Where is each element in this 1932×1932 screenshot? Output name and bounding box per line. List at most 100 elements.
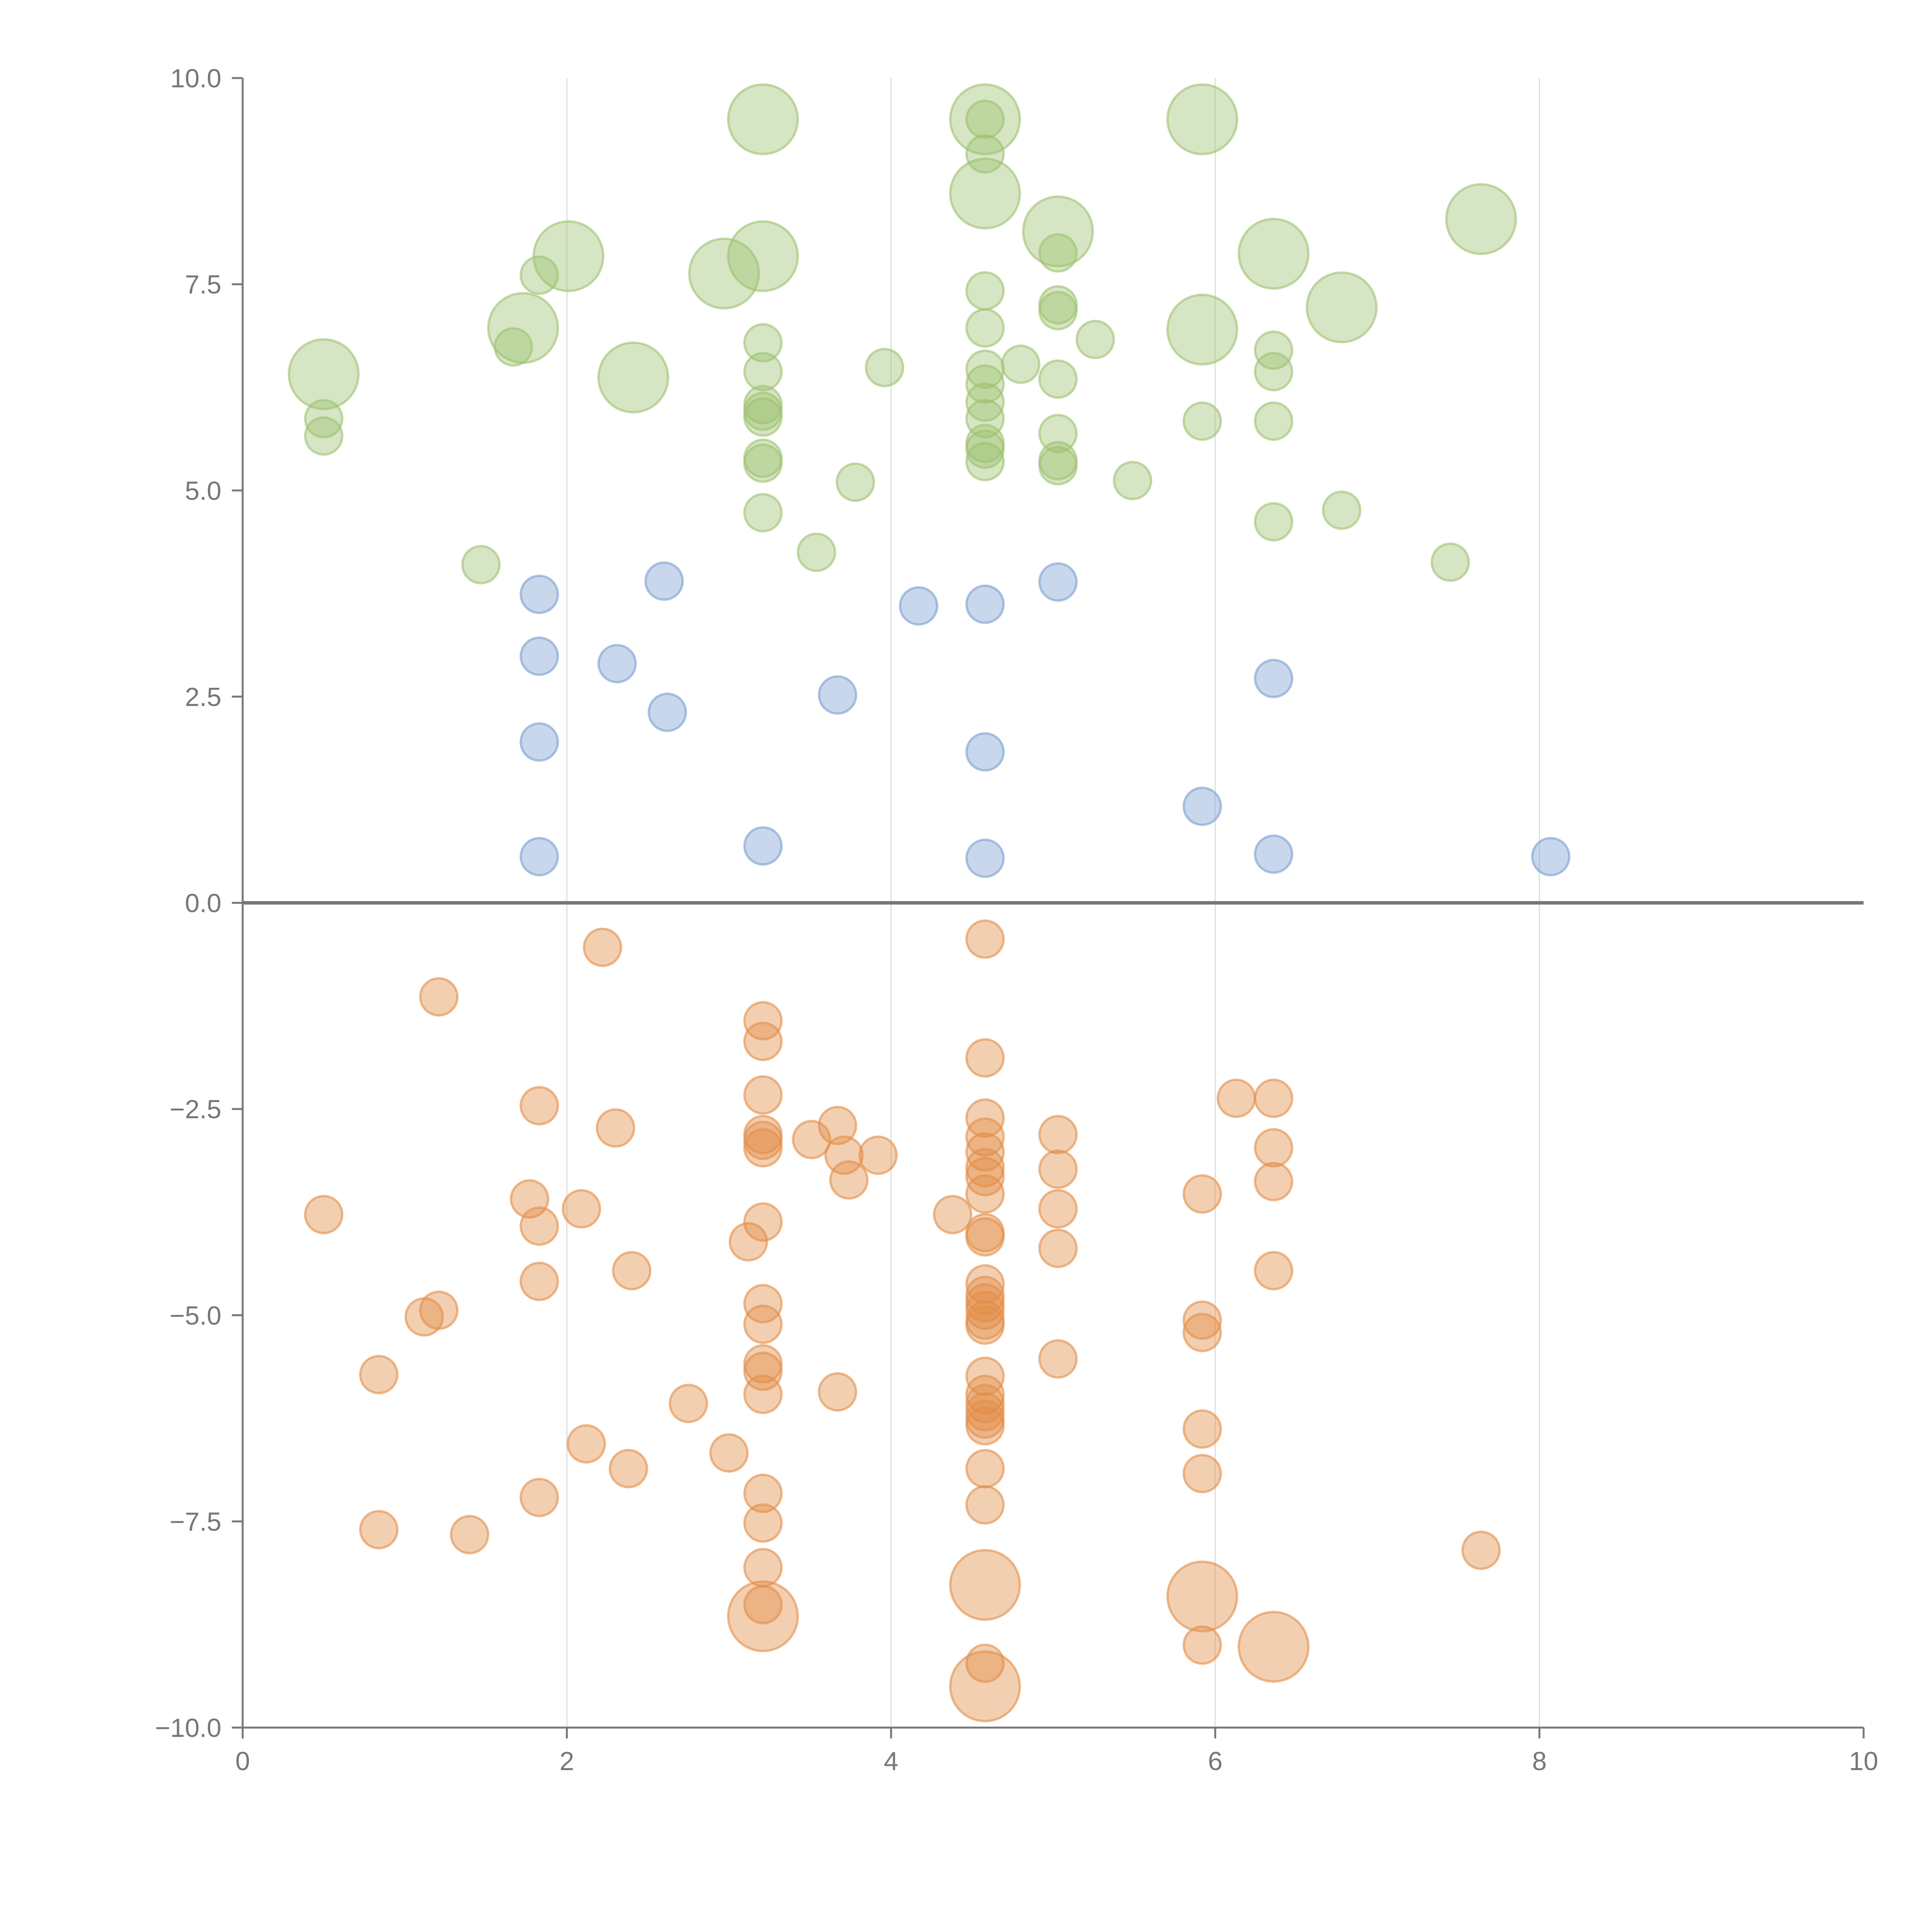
orange-data-point [743, 1351, 783, 1391]
blue-data-point [743, 826, 783, 866]
ticks: 0 2 4 6 8 10 10.0 7.5 5.0 2.5 0.0 −2.5 −5.0 −7.5 −10.0 [155, 64, 1878, 1776]
blue-data-point [519, 575, 559, 614]
green-data-point [965, 429, 1005, 469]
orange-data-point [743, 1075, 783, 1115]
green-data-point [743, 443, 783, 483]
orange-data-point [743, 1503, 783, 1543]
orange-data-point [949, 1549, 1021, 1621]
blue-data-point [1182, 786, 1222, 826]
green-data-point [493, 327, 533, 367]
orange-data-point [419, 1290, 459, 1330]
green-data-point [965, 382, 1005, 422]
x-tick-label: 6 [1208, 1747, 1223, 1776]
green-data-point [1322, 490, 1362, 530]
orange-data-point [743, 1473, 783, 1513]
green-data-point [1166, 294, 1238, 366]
orange-data-point [1461, 1531, 1501, 1570]
y-tick-label: −2.5 [170, 1095, 221, 1124]
orange-data-point [743, 1374, 783, 1414]
orange-data-point [519, 1262, 559, 1301]
orange-data-point [668, 1384, 708, 1423]
orange-data-point [1038, 1339, 1078, 1379]
x-tick-label: 8 [1532, 1747, 1547, 1776]
orange-data-point [743, 1022, 783, 1061]
green-data-point [1038, 413, 1078, 453]
green-data-point [727, 83, 799, 155]
green-data-point [965, 308, 1005, 348]
orange-data-point [965, 1174, 1005, 1214]
orange-data-point [1254, 1251, 1294, 1291]
green-data-point [797, 532, 837, 572]
green-data-point [532, 220, 605, 293]
green-data-point [1182, 401, 1222, 441]
orange-data-point [743, 1001, 783, 1041]
green-data-point [743, 352, 783, 391]
orange-data-point [743, 1304, 783, 1344]
orange-data-point [1182, 1454, 1222, 1493]
green-data-point [727, 220, 799, 293]
y-tick-label: 5.0 [185, 476, 221, 505]
blue-data-point [1254, 658, 1294, 698]
green-data-point [1445, 183, 1517, 255]
blue-data-point [648, 692, 687, 732]
y-tick-label: −5.0 [170, 1301, 221, 1330]
x-tick-label: 2 [560, 1747, 574, 1776]
blue-data-point [965, 584, 1005, 624]
orange-data-point [965, 1305, 1005, 1345]
green-data-point [965, 442, 1005, 481]
orange-data-point [949, 1650, 1021, 1723]
orange-data-point [743, 1284, 783, 1323]
green-data-point [1113, 461, 1153, 500]
green-data-point [1038, 359, 1078, 399]
orange-data-point [824, 1135, 864, 1175]
orange-data-point [1254, 1162, 1294, 1201]
green-data-point [597, 341, 669, 413]
orange-data-point [1182, 1300, 1222, 1340]
green-data-point [865, 348, 905, 388]
green-data-point [287, 338, 360, 410]
blue-data-point [965, 732, 1005, 772]
blue-data-point [965, 838, 1005, 878]
blue-data-point [818, 675, 857, 715]
orange-data-point [965, 1290, 1005, 1330]
green-data-point [1254, 401, 1294, 441]
green-data-point [1075, 320, 1115, 359]
orange-data-point [609, 1449, 648, 1488]
orange-data-point [519, 1086, 559, 1126]
green-data-point [743, 493, 783, 532]
orange-data-point [1166, 1560, 1238, 1633]
green-data-point [743, 397, 783, 437]
orange-data-point [727, 1580, 799, 1652]
green-data-point [519, 255, 559, 295]
orange-data-point [1182, 1313, 1222, 1352]
green-data-point [835, 462, 875, 502]
green-data-point [1254, 502, 1294, 542]
green-data-point [1038, 233, 1078, 273]
green-data-point [1038, 446, 1078, 486]
green-data-point [1430, 542, 1470, 582]
orange-data-point [965, 1038, 1005, 1078]
blue-data-point [899, 586, 939, 626]
orange-data-point [965, 1406, 1005, 1446]
blue-data-point [644, 561, 684, 601]
orange-data-point [933, 1195, 973, 1235]
orange-data-point [1038, 1228, 1078, 1268]
green-data-point [461, 545, 501, 585]
green-data-point [1038, 291, 1078, 330]
x-tick-label: 4 [884, 1747, 898, 1776]
green-data-point [965, 349, 1005, 389]
y-tick-label: 0.0 [185, 889, 221, 918]
orange-data-point [1182, 1409, 1222, 1449]
orange-data-point [743, 1202, 783, 1242]
y-tick-label: 2.5 [185, 682, 221, 712]
orange-data-point [566, 1424, 606, 1464]
orange-data-point [1216, 1078, 1256, 1118]
green-data-point [304, 399, 344, 439]
green-data-point [1254, 352, 1294, 391]
green-data-point [1001, 344, 1041, 384]
orange-data-point [829, 1160, 869, 1200]
orange-data-point [359, 1510, 399, 1549]
y-tick-label: 10.0 [170, 64, 221, 93]
orange-data-point [743, 1585, 783, 1624]
